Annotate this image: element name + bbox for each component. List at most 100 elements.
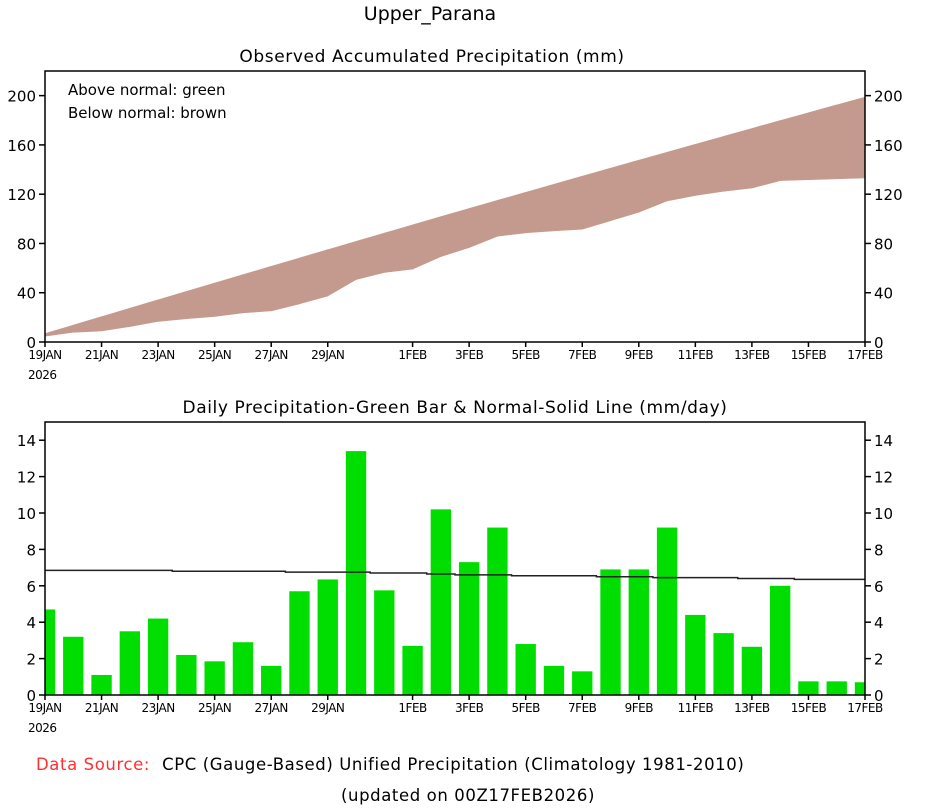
daily-precip-bar	[543, 665, 565, 695]
normal-line	[45, 569, 865, 581]
daily-axes: 0 0 2 2 4 4 6 6 8 8 10 10 12 12 14 14 19JAN 21JAN 23JAN 25J…	[17, 432, 893, 715]
daily-plot-frame	[44, 421, 866, 696]
accum-chart-title: Observed Accumulated Precipitation (mm)	[239, 47, 624, 67]
accum-area-group	[44, 96, 866, 337]
daily-xtick-label: 9FEB	[625, 701, 654, 715]
accum-ytick-label-right: 0	[874, 334, 884, 352]
accum-ytick-label-left: 80	[17, 235, 36, 253]
accum-xtick-label: 5FEB	[512, 348, 541, 362]
accum-departure-segment	[751, 120, 781, 189]
daily-xtick-label: 15FEB	[791, 701, 827, 715]
daily-xtick-label: 11FEB	[678, 701, 714, 715]
daily-precip-bar	[685, 614, 706, 695]
accum-departure-segment	[412, 216, 442, 270]
daily-precip-bar	[515, 644, 536, 695]
daily-xtick-label: 29JAN	[311, 701, 344, 715]
daily-precip-bar	[45, 609, 56, 695]
daily-precip-bar	[317, 579, 338, 695]
accum-departure-segment	[384, 224, 413, 273]
data-source-line: Data Source: CPC (Gauge-Based) Unified Pr…	[36, 755, 744, 774]
daily-precip-bar	[232, 642, 254, 695]
accum-plot-frame	[44, 70, 866, 343]
figure-title: Upper_Parana	[364, 3, 496, 25]
daily-ytick-label-right: 12	[874, 469, 893, 487]
daily-precip-bar	[289, 591, 310, 695]
daily-ytick-label-right: 14	[874, 432, 893, 450]
daily-precip-bar	[854, 682, 865, 695]
daily-ytick-label-right: 2	[874, 651, 884, 669]
accum-departure-segment	[779, 112, 809, 181]
daily-precip-bar	[204, 661, 225, 695]
daily-precip-bar	[345, 451, 367, 695]
accum-departure-segment	[214, 274, 244, 317]
daily-precip-bar	[487, 527, 508, 695]
daily-precip-bar	[826, 681, 847, 695]
daily-ytick-label-left: 0	[26, 687, 36, 705]
accum-ytick-label-right: 160	[874, 137, 903, 155]
daily-xtick-label: 25JAN	[198, 701, 231, 715]
accum-departure-segment	[666, 143, 696, 202]
accum-xtick-label: 7FEB	[568, 348, 597, 362]
accum-departure-segment	[355, 232, 385, 280]
accum-departure-segment	[440, 208, 470, 257]
accum-ytick-label-left: 120	[7, 186, 36, 204]
accum-ytick-label-left: 0	[26, 334, 36, 352]
accum-departure-segment	[723, 128, 753, 192]
accum-departure-segment	[836, 96, 866, 180]
accum-xtick-label: 11FEB	[678, 348, 714, 362]
daily-precip-bar	[261, 665, 282, 695]
daily-precip-bar	[119, 631, 141, 695]
daily-xtick-label: 19JAN	[28, 701, 61, 715]
accum-ytick-label-left: 160	[7, 137, 36, 155]
daily-precip-bar	[430, 509, 452, 695]
daily-ytick-label-right: 8	[874, 541, 884, 559]
daily-xtick-label: 5FEB	[512, 701, 541, 715]
accum-xtick-label: 9FEB	[625, 348, 654, 362]
accum-xtick-label: 27JAN	[255, 348, 288, 362]
daily-xtick-label: 23JAN	[141, 701, 174, 715]
daily-precip-bar	[91, 674, 112, 695]
daily-ytick-label-left: 12	[17, 469, 36, 487]
daily-precip-bar	[63, 636, 84, 695]
daily-precip-bar	[769, 585, 791, 695]
updated-text: (updated on 00Z17FEB2026)	[341, 786, 595, 805]
daily-precip-bar	[458, 562, 480, 695]
accum-departure-segment	[497, 191, 526, 237]
accum-departure-segment	[157, 291, 187, 322]
accum-ytick-label-left: 40	[17, 285, 36, 303]
accum-departure-segment	[327, 240, 357, 297]
accum-xtick-label: 25JAN	[198, 348, 231, 362]
daily-precip-bar	[741, 646, 763, 695]
daily-bars-group	[45, 451, 865, 695]
accum-departure-segment	[525, 183, 555, 234]
accum-departure-segment	[610, 159, 640, 222]
accum-x-year: 2026	[28, 368, 57, 382]
data-source-text: CPC (Gauge-Based) Unified Precipitation …	[162, 755, 744, 774]
daily-ytick-label-left: 6	[26, 578, 36, 596]
daily-xtick-label: 21JAN	[85, 701, 118, 715]
daily-precip-bar	[713, 633, 734, 695]
legend-below: Below normal: brown	[68, 104, 227, 122]
accum-departure-segment	[695, 135, 724, 196]
accum-xtick-label: 21JAN	[85, 348, 118, 362]
accum-axes: 0 0 40 40 80 80 120 120 160 160 200 200 19JAN 21JAN 23…	[7, 88, 902, 362]
daily-precip-bar	[798, 681, 819, 695]
accum-departure-segment	[186, 282, 215, 320]
daily-ytick-label-left: 10	[17, 505, 36, 523]
accum-departure-segment	[638, 151, 668, 213]
accum-departure-segment	[468, 200, 498, 249]
daily-precip-bar	[402, 645, 423, 695]
legend-above: Above normal: green	[68, 81, 226, 99]
accum-departure-segment	[242, 265, 272, 314]
daily-ytick-label-left: 8	[26, 541, 36, 559]
accum-departure-segment	[581, 167, 611, 230]
daily-x-year: 2026	[28, 721, 57, 735]
daily-ytick-label-left: 2	[26, 651, 36, 669]
accum-xtick-label: 15FEB	[791, 348, 827, 362]
accum-departure-segment	[808, 104, 838, 181]
accum-departure-segment	[270, 257, 300, 312]
daily-precip-bar	[374, 590, 395, 695]
accum-xtick-label: 19JAN	[28, 348, 61, 362]
accum-xtick-label: 17FEB	[847, 348, 883, 362]
